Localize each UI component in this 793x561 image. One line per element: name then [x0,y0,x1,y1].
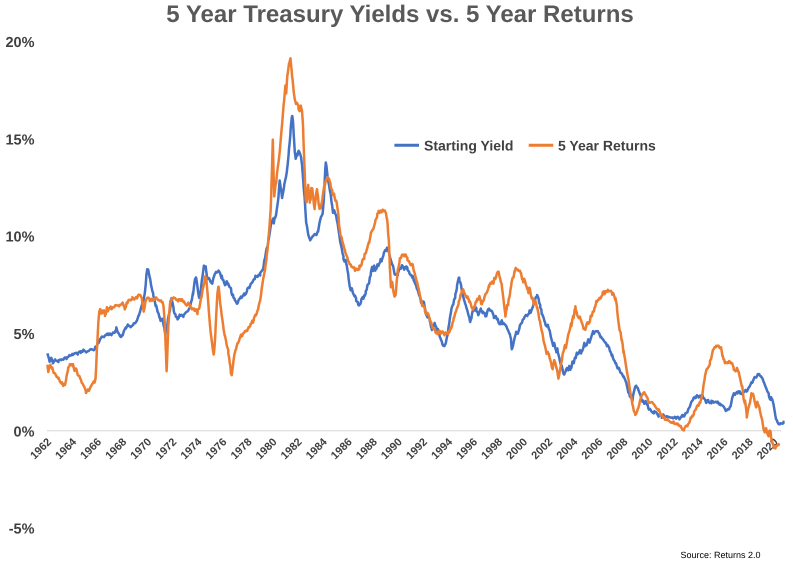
svg-text:Starting Yield: Starting Yield [424,138,513,154]
svg-text:10%: 10% [5,230,34,246]
svg-text:5 Year Treasury Yields vs. 5 Y: 5 Year Treasury Yields vs. 5 Year Return… [166,1,633,28]
svg-text:15%: 15% [5,132,34,148]
svg-text:5 Year Returns: 5 Year Returns [558,138,656,154]
svg-text:20%: 20% [5,35,34,51]
svg-text:-5%: -5% [9,522,35,538]
svg-text:0%: 0% [14,424,35,440]
svg-text:5%: 5% [14,327,35,343]
svg-text:Source: Returns 2.0: Source: Returns 2.0 [681,550,761,560]
